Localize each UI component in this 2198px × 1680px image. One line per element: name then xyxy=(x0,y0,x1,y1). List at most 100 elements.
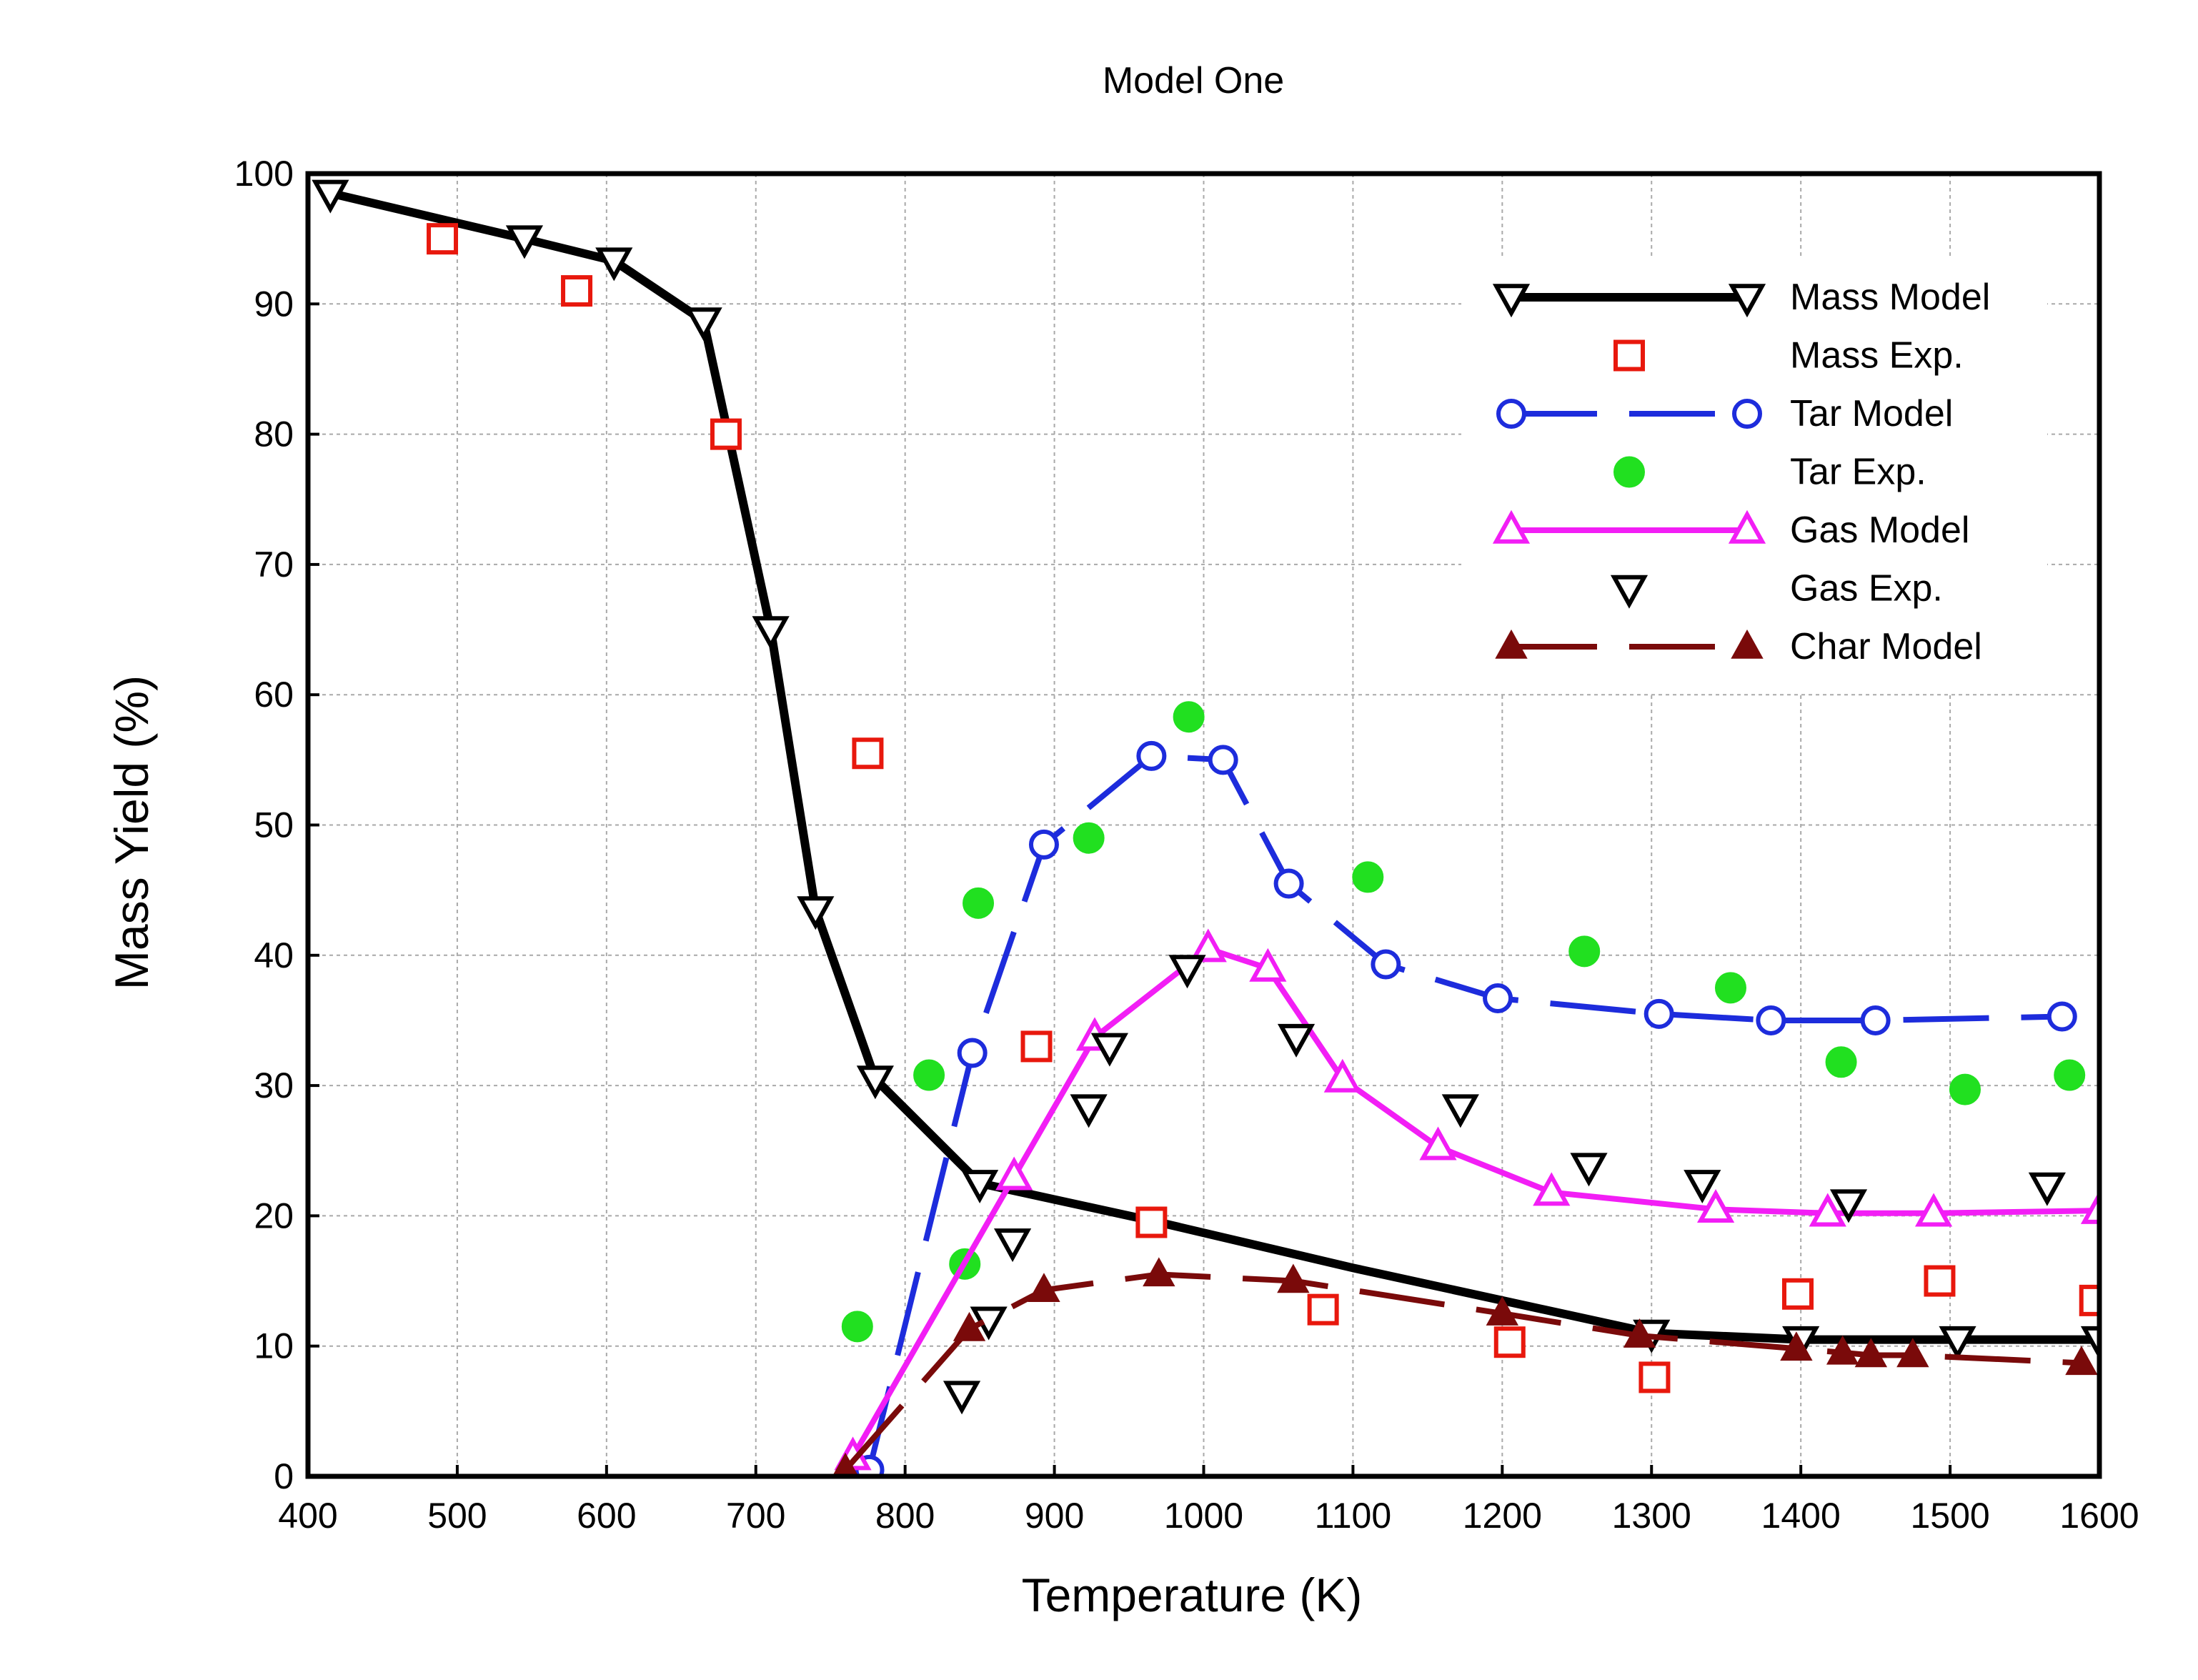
legend-item-mass-model: Mass Model xyxy=(1492,277,1990,318)
data-point-mass-model xyxy=(1939,1326,1976,1360)
data-point-mass-exp xyxy=(1307,1293,1339,1326)
data-point-gas-exp xyxy=(993,1228,1032,1263)
data-point-char-model xyxy=(1623,1318,1656,1348)
y-tick-label: 40 xyxy=(254,935,294,975)
data-point-char-model xyxy=(953,1311,986,1341)
data-point-char-model xyxy=(1028,1273,1060,1303)
data-point-gas-exp xyxy=(943,1381,981,1415)
x-tick-label: 1500 xyxy=(1910,1496,1989,1536)
x-tick-label: 1200 xyxy=(1463,1496,1542,1536)
grid-lines xyxy=(308,174,2099,1476)
legend-item-gas-exp: Gas Exp. xyxy=(1610,568,1943,610)
legend-marker-gas-model xyxy=(1492,510,1531,544)
data-point-tar-model xyxy=(1371,949,1401,980)
data-point-mass-model xyxy=(752,616,790,650)
series-mass-exp xyxy=(427,223,2099,1393)
axis-ticks: 400 500 600 700 800 900 1000 1100 1200 1300 1400 15… xyxy=(234,154,2139,1536)
data-point-gas-exp xyxy=(1441,1094,1479,1128)
data-point-gas-exp xyxy=(1277,1023,1316,1058)
data-point-gas-model xyxy=(1249,948,1287,982)
x-tick-label: 1400 xyxy=(1761,1496,1841,1536)
legend-label-mass-model: Mass Model xyxy=(1790,277,1990,318)
data-point-gas-model xyxy=(1915,1193,1953,1227)
data-point-char-model xyxy=(1486,1296,1519,1326)
x-tick-label: 700 xyxy=(726,1496,785,1536)
legend: Mass Model Mass Exp. Tar Model Tar Exp. Gas … xyxy=(1461,256,2047,692)
legend-item-gas-model: Gas Model xyxy=(1492,510,1969,551)
data-point-tar-model xyxy=(1483,983,1513,1013)
legend-marker-mass-model xyxy=(1728,284,1766,318)
y-tick-label: 10 xyxy=(254,1326,294,1366)
y-tick-label: 60 xyxy=(254,675,294,715)
y-tick-label: 80 xyxy=(254,414,294,454)
data-point-mass-exp xyxy=(1493,1326,1526,1358)
legend-label-tar-model: Tar Model xyxy=(1790,393,1953,434)
x-tick-label: 1100 xyxy=(1315,1496,1392,1536)
legend-label-gas-exp: Gas Exp. xyxy=(1790,568,1943,610)
data-point-mass-exp xyxy=(561,275,593,307)
legend-item-char-model: Char Model xyxy=(1495,626,1982,667)
data-point-tar-exp xyxy=(1568,935,1601,968)
x-tick-label: 400 xyxy=(278,1496,337,1536)
data-point-tar-model xyxy=(957,1038,988,1068)
data-point-tar-exp xyxy=(1352,861,1384,893)
x-tick-label: 1300 xyxy=(1612,1496,1691,1536)
legend-item-mass-exp: Mass Exp. xyxy=(1613,335,1964,377)
data-point-mass-exp xyxy=(1781,1278,1814,1310)
x-tick-label: 900 xyxy=(1025,1496,1084,1536)
legend-label-gas-model: Gas Model xyxy=(1790,510,1969,551)
legend-marker-char-model xyxy=(1495,629,1528,659)
data-point-gas-model xyxy=(1323,1058,1361,1093)
legend-marker-gas-model xyxy=(1728,510,1766,544)
data-point-gas-exp xyxy=(1070,1094,1108,1128)
y-tick-label: 50 xyxy=(254,805,294,845)
series-char-model xyxy=(832,1257,2098,1476)
y-tick-label: 0 xyxy=(274,1456,294,1496)
data-point-tar-exp xyxy=(1714,972,1746,1004)
data-point-tar-exp xyxy=(1173,701,1205,733)
y-tick-label: 30 xyxy=(254,1065,294,1105)
y-axis-label: Mass Yield (%) xyxy=(105,675,158,990)
data-point-mass-exp xyxy=(1135,1206,1168,1238)
legend-marker-tar-model xyxy=(1496,399,1526,429)
data-point-tar-exp xyxy=(1073,822,1105,854)
data-point-tar-model xyxy=(1136,740,1167,771)
series-tar-exp xyxy=(841,701,2086,1343)
data-point-gas-exp xyxy=(1829,1189,1868,1223)
data-point-mass-exp xyxy=(1638,1361,1671,1393)
y-tick-label: 20 xyxy=(254,1196,294,1236)
data-point-gas-exp xyxy=(1090,1033,1128,1067)
data-point-tar-exp xyxy=(1949,1073,1981,1105)
data-point-char-model xyxy=(1780,1331,1813,1361)
data-point-tar-exp xyxy=(841,1311,873,1343)
x-tick-label: 1000 xyxy=(1164,1496,1243,1536)
legend-marker-gas-exp xyxy=(1610,575,1648,609)
legend-marker-tar-model xyxy=(1732,399,1762,429)
legend-marker-mass-exp xyxy=(1613,339,1645,372)
data-point-char-model xyxy=(1896,1338,1929,1368)
legend-box xyxy=(1461,256,2047,692)
data-point-mass-model xyxy=(505,225,544,259)
y-tick-label: 90 xyxy=(254,284,294,324)
data-point-char-model xyxy=(2065,1346,2098,1376)
data-point-tar-exp xyxy=(913,1059,945,1091)
data-point-gas-model xyxy=(2080,1190,2099,1224)
data-point-mass-exp xyxy=(427,223,459,255)
legend-label-mass-exp: Mass Exp. xyxy=(1790,335,1964,377)
data-point-mass-exp xyxy=(1924,1265,1956,1297)
series-line-tar-model xyxy=(866,752,2062,1471)
data-point-gas-model xyxy=(1189,928,1227,963)
data-point-mass-model xyxy=(685,307,722,342)
data-point-tar-model xyxy=(1860,1005,1891,1035)
data-point-char-model xyxy=(1826,1335,1859,1365)
legend-marker-char-model xyxy=(1731,629,1764,659)
data-point-char-model xyxy=(832,1452,859,1476)
data-point-char-model xyxy=(1854,1338,1888,1368)
series-tar-model xyxy=(854,740,2077,1476)
y-tick-label: 100 xyxy=(234,154,294,194)
data-point-gas-exp xyxy=(1168,955,1206,989)
data-point-tar-model xyxy=(1028,829,1059,860)
data-point-mass-model xyxy=(2080,1326,2099,1360)
data-point-mass-exp xyxy=(1020,1030,1053,1063)
